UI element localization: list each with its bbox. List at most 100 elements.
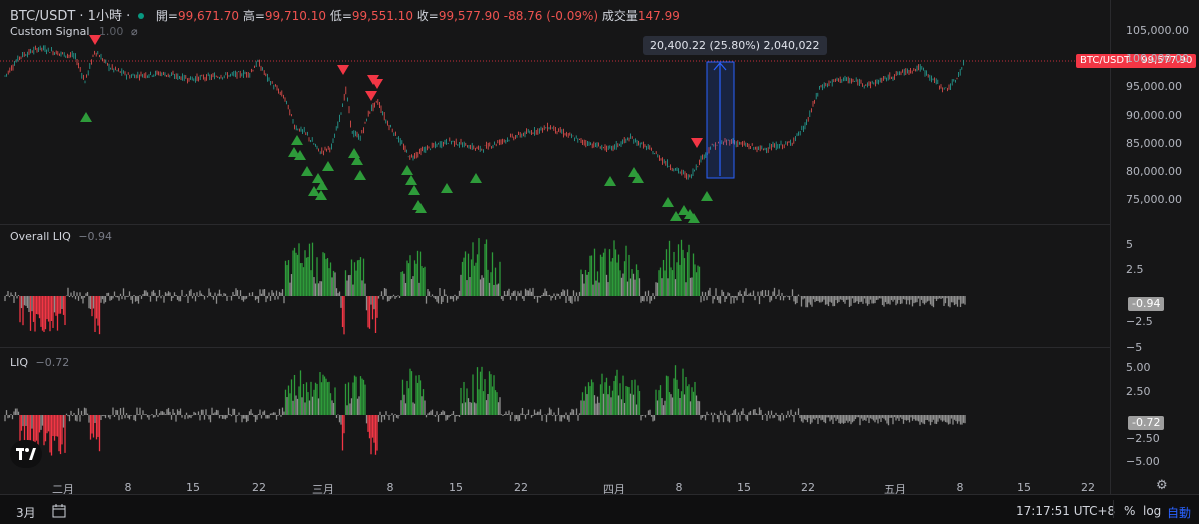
divider <box>1113 500 1114 518</box>
buy-signal-marker <box>348 148 360 158</box>
calendar-icon[interactable] <box>52 504 66 522</box>
tradingview-logo[interactable] <box>10 440 42 468</box>
price-tag-value: 99,577.90 <box>1141 55 1193 66</box>
chart-canvas[interactable] <box>0 0 1110 494</box>
liq2-axis-label: 2.50 <box>1126 384 1151 398</box>
log-toggle[interactable]: log <box>1143 504 1162 518</box>
liq-axis-label: −2.5 <box>1126 314 1153 328</box>
liq-axis-label: −5 <box>1126 340 1143 354</box>
buy-signal-marker <box>288 147 300 157</box>
liq2-axis-label: −2.50 <box>1126 431 1160 445</box>
time-axis-label: 三月 <box>312 483 334 496</box>
price-axis[interactable] <box>1110 0 1199 494</box>
symbol-title[interactable]: BTC/USDT · 1小時 · <box>10 9 131 24</box>
chart-area[interactable] <box>0 0 1110 494</box>
measure-arrowhead <box>713 62 727 71</box>
price-axis-label: 85,000.00 <box>1126 136 1182 150</box>
liq2-axis-label: 5.00 <box>1126 361 1151 374</box>
buy-signal-marker <box>301 166 313 176</box>
buy-signal-marker <box>688 213 700 223</box>
open-value: 99,671.70 <box>177 9 240 23</box>
open-label: 開= <box>155 9 178 23</box>
volume-label: 成交量 <box>601 9 638 23</box>
time-axis-label: 8 <box>675 481 683 494</box>
range-button[interactable]: 3月 <box>16 506 36 520</box>
gear-icon[interactable]: ⚙ <box>1156 478 1168 493</box>
buy-signal-marker <box>628 167 640 177</box>
close-value: 99,577.90 <box>438 9 500 23</box>
buy-signal-marker <box>316 180 328 190</box>
indicator-name[interactable]: Custom Signal <box>10 25 90 38</box>
pane-separator[interactable] <box>0 224 1110 225</box>
pane3-legend[interactable]: LIQ −0.72 <box>10 356 69 369</box>
sell-signal-marker <box>337 65 349 75</box>
buy-signal-marker <box>470 173 482 183</box>
buy-signal-marker <box>405 175 417 185</box>
price-axis-label: 95,000.00 <box>1126 80 1182 94</box>
price-axis-label: 90,000.00 <box>1126 108 1182 122</box>
price-axis-label: 75,000.00 <box>1126 193 1182 206</box>
time-axis-label: 15 <box>737 481 751 494</box>
price-axis-label: 105,000.00 <box>1126 24 1189 37</box>
pane2-title[interactable]: Overall LIQ <box>10 230 71 243</box>
buy-signal-marker <box>354 170 366 180</box>
bottom-toolbar <box>0 494 1199 524</box>
volume-value: 147.99 <box>637 9 680 23</box>
pane-separator[interactable] <box>0 347 1110 348</box>
time-axis-label: 15 <box>1017 481 1031 494</box>
indicator-value: 1.00 <box>98 25 124 38</box>
buy-signal-marker <box>632 173 644 183</box>
buy-signal-marker <box>670 211 682 221</box>
auto-toggle[interactable]: 自動 <box>1167 506 1192 520</box>
pane2-value-tag: -0.94 <box>1128 297 1165 311</box>
buy-signal-marker <box>294 150 306 160</box>
hidden-eye-icon[interactable]: ⌀ <box>130 25 138 38</box>
pane2-value: −0.94 <box>78 230 113 243</box>
pane3-title[interactable]: LIQ <box>10 356 29 369</box>
buy-signal-marker <box>351 155 363 165</box>
time-axis-label: 22 <box>514 481 528 494</box>
liq2-axis-label: −5.00 <box>1126 455 1160 468</box>
sell-signal-marker <box>371 79 383 89</box>
time-axis-label: 22 <box>252 481 266 494</box>
time-axis-label: 22 <box>1081 481 1095 494</box>
time-axis-label: 22 <box>801 481 815 494</box>
price-tag-symbol: BTC/USDT <box>1080 55 1131 66</box>
symbol-legend[interactable]: BTC/USDT · 1小時 · 開=99,671.70 高=99,710.10… <box>10 5 680 24</box>
buy-signal-marker <box>662 197 674 207</box>
buy-signal-marker <box>678 205 690 215</box>
buy-signal-marker <box>315 190 327 200</box>
percent-toggle[interactable]: % <box>1124 504 1136 518</box>
pane2-legend[interactable]: Overall LIQ −0.94 <box>10 230 112 243</box>
buy-signal-marker <box>401 165 413 175</box>
pane3-value-tag: -0.72 <box>1128 416 1165 430</box>
buy-signal-marker <box>441 183 453 193</box>
time-axis-label: 五月 <box>884 483 906 496</box>
high-value: 99,710.10 <box>264 9 326 23</box>
buy-signal-marker <box>408 185 420 195</box>
liq-axis-label: 5 <box>1126 237 1133 251</box>
buy-signal-marker <box>308 186 320 196</box>
price-axis-label: 80,000.00 <box>1126 164 1182 178</box>
high-label: 高= <box>242 9 265 23</box>
market-status-dot <box>138 13 145 19</box>
buy-signal-marker <box>80 112 92 122</box>
pane3-value: −0.72 <box>35 356 70 369</box>
close-label: 收= <box>416 9 439 23</box>
time-axis-label: 8 <box>386 481 394 494</box>
change-value: -88.76 (-0.09%) <box>503 9 599 23</box>
time-axis-label: 8 <box>956 481 964 494</box>
buy-signal-marker <box>701 191 713 201</box>
time-axis-label: 二月 <box>52 483 74 496</box>
sell-signal-marker <box>691 138 703 148</box>
buy-signal-marker <box>604 176 616 186</box>
buy-signal-marker <box>291 135 303 145</box>
low-label: 低= <box>329 9 352 23</box>
price-axis-label: 100,000.00 <box>1126 52 1189 66</box>
buy-signal-marker <box>312 173 324 183</box>
time-axis-label: 15 <box>449 481 463 494</box>
buy-signal-marker <box>415 203 427 213</box>
clock-label[interactable]: 17:17:51 UTC+8 <box>1016 504 1116 518</box>
price-tag: BTC/USDT 99,577.90 <box>1076 54 1197 68</box>
indicator-legend[interactable]: Custom Signal 1.00 ⌀ <box>10 25 138 38</box>
